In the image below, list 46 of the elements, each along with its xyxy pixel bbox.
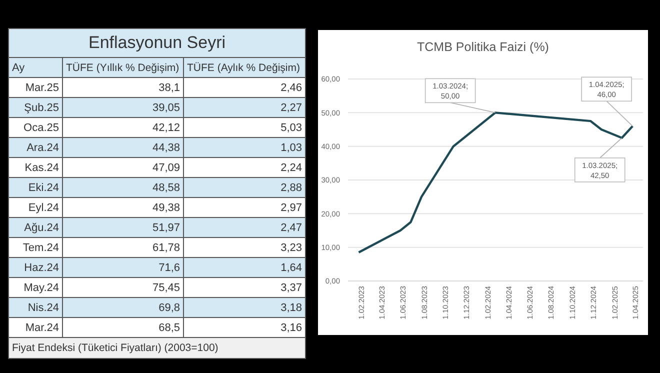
data-label: 3,18 [184,298,306,318]
category-label: Şub.25 [8,98,62,118]
data-label: 39,05 [62,98,184,118]
category-label: Nis.24 [8,298,62,318]
data-label: 2,27 [184,98,306,118]
category-label: Tem.24 [8,238,62,258]
data-label: 42,12 [62,118,184,138]
data-label: 2,46 [184,78,306,98]
data-label: 71,6 [62,258,184,278]
data-label: 2,47 [184,218,306,238]
category-label: Kas.24 [8,158,62,178]
chart-title: TCMB Politika Faizi (%) [416,40,550,54]
category-label: Haz.24 [8,258,62,278]
data-label: 3,16 [184,318,306,338]
data-label: 1,03 [184,138,306,158]
category-label: Ağu.24 [8,218,62,238]
series-label: TÜFE (Aylık % Değişim) [184,58,306,78]
category-label: Eki.24 [8,178,62,198]
data-label: 47,09 [62,158,184,178]
data-label: 2,97 [184,198,306,218]
data-label: 3,23 [184,238,306,258]
data-label: 68,5 [62,318,184,338]
category-label: Eyl.24 [8,198,62,218]
data-label: 51,97 [62,218,184,238]
line-series [358,112,634,254]
category-label: May.24 [8,278,62,298]
category-label: Ara.24 [8,138,62,158]
data-label: 49,38 [62,198,184,218]
data-label: 61,78 [62,238,184,258]
data-label: 3,37 [184,278,306,298]
data-label: 2,88 [184,178,306,198]
text: Fiyat Endeksi (Tüketici Fiyatları) (2003=100) [8,338,306,358]
category-label: Mar.24 [8,318,62,338]
category-label: Mar.25 [8,78,62,98]
text: Ay [8,58,62,78]
data-label: 1,64 [184,258,306,278]
text: Enflasyonun Seyri [8,28,306,58]
category-label: Oca.25 [8,118,62,138]
data-label: 44,38 [62,138,184,158]
data-label: 2,24 [184,158,306,178]
data-label: 75,45 [62,278,184,298]
data-label: 5,03 [184,118,306,138]
series-label: TÜFE (Yıllık % Değişim) [62,58,184,78]
data-label: 48,58 [62,178,184,198]
data-label: 38,1 [62,78,184,98]
data-label: 69,8 [62,298,184,318]
